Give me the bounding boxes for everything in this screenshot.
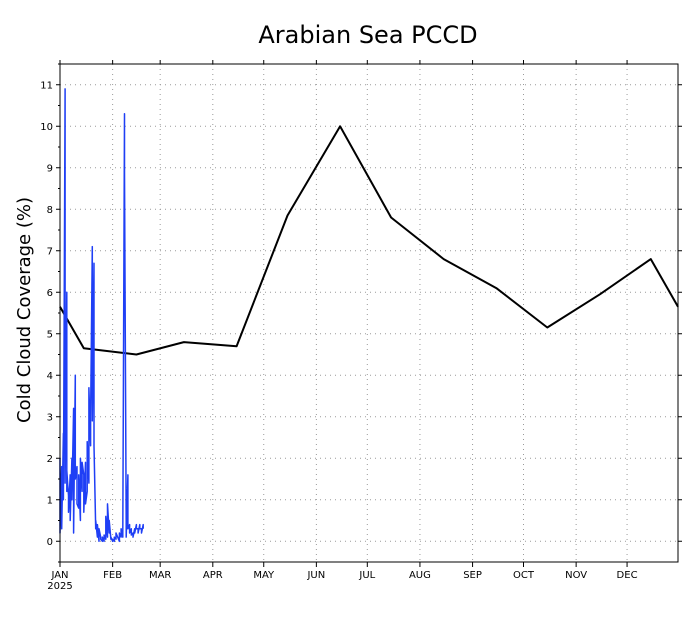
x-year-label: 2025 xyxy=(47,581,72,592)
y-tick-label: 10 xyxy=(40,122,53,133)
y-tick-label: 6 xyxy=(47,288,53,299)
y-tick-label: 5 xyxy=(47,329,53,340)
y-tick-label: 7 xyxy=(47,246,53,257)
y-tick-label: 1 xyxy=(47,495,53,506)
y-tick-label: 4 xyxy=(47,371,53,382)
x-tick-label: DEC xyxy=(617,570,638,581)
x-tick-label: SEP xyxy=(463,570,482,581)
series-line-black xyxy=(59,125,679,356)
series-lines xyxy=(59,88,679,543)
x-tick-label: FEB xyxy=(103,570,122,581)
x-tick-label: OCT xyxy=(513,570,535,581)
y-tick-label: 9 xyxy=(47,163,53,174)
chart-title: Arabian Sea PCCD xyxy=(258,21,477,49)
y-tick-label: 8 xyxy=(47,205,53,216)
series-line-blue xyxy=(59,88,144,543)
y-tick-label: 2 xyxy=(47,454,53,465)
x-tick-label: NOV xyxy=(565,570,587,581)
y-tick-label: 3 xyxy=(47,412,53,423)
y-axis-label: Cold Cloud Coverage (%) xyxy=(14,197,35,423)
x-tick-label: JAN xyxy=(50,570,68,581)
plot-frame xyxy=(59,63,679,563)
x-tick-label: MAY xyxy=(253,570,275,581)
y-tick-label: 11 xyxy=(40,80,53,91)
y-tick-label: 0 xyxy=(47,537,53,548)
x-tick-label: JUL xyxy=(358,570,375,581)
x-tick-label: APR xyxy=(203,570,223,581)
x-tick-label: MAR xyxy=(149,570,171,581)
x-tick-label: AUG xyxy=(409,570,431,581)
grid-lines xyxy=(60,64,678,562)
axis-ticks: 0 1 2 3 4 5 6 7 8 9 10 11 JAN FEB MAR APR MAY JUN JUL AUG SE… xyxy=(40,60,682,592)
x-tick-label: JUN xyxy=(306,570,325,581)
